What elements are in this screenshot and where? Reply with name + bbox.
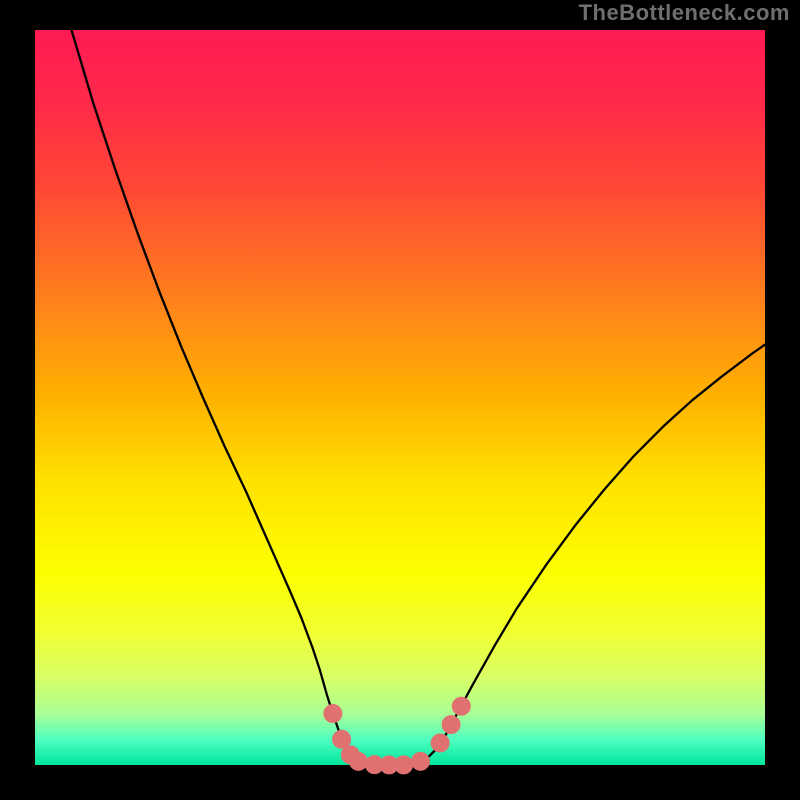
curve-marker [349,752,367,770]
curve-marker [431,734,449,752]
gradient-panel [35,30,765,765]
curve-marker [395,756,413,774]
chart-stage: TheBottleneck.com [0,0,800,800]
curve-marker [324,705,342,723]
bottleneck-curve-chart [0,0,800,800]
watermark-text: TheBottleneck.com [579,0,790,26]
curve-marker [442,716,460,734]
curve-marker [452,697,470,715]
curve-marker [411,752,429,770]
